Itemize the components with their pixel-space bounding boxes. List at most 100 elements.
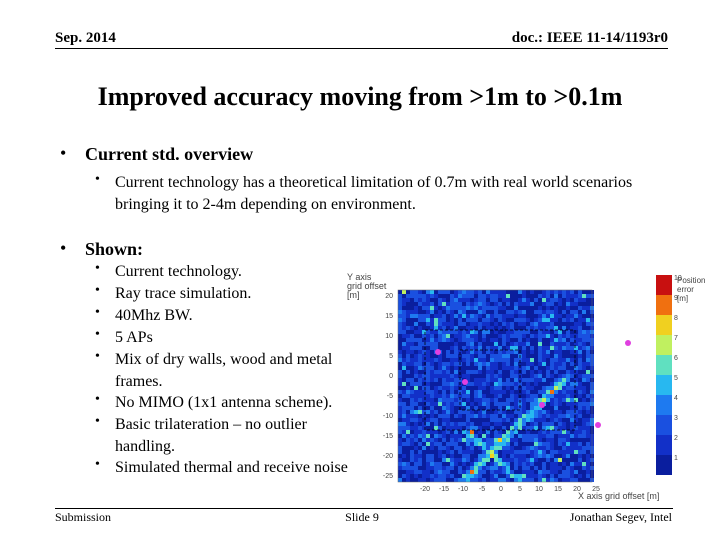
- heatmap-cell: [534, 298, 538, 302]
- heatmap-cell: [498, 394, 502, 398]
- heatmap-cell: [410, 402, 414, 406]
- heatmap-cell: [570, 326, 574, 330]
- heatmap-cell: [554, 358, 558, 362]
- heatmap-cell: [498, 414, 502, 418]
- heatmap-cell: [434, 342, 438, 346]
- heatmap-cell: [474, 386, 478, 390]
- heatmap-cell: [586, 330, 590, 334]
- heatmap-cell: [542, 318, 546, 322]
- heatmap-cell: [498, 346, 502, 350]
- heatmap-cell: [454, 414, 458, 418]
- heatmap-cell: [446, 474, 450, 478]
- heatmap-cell: [398, 454, 402, 458]
- heatmap-cell: [538, 342, 542, 346]
- heatmap-cell: [426, 294, 430, 298]
- heatmap-cell: [538, 346, 542, 350]
- heatmap-cell: [526, 298, 530, 302]
- heatmap-cell: [566, 290, 570, 294]
- heatmap-cell: [434, 394, 438, 398]
- heatmap-cell: [446, 366, 450, 370]
- heatmap-cell: [582, 410, 586, 414]
- heatmap-cell: [406, 422, 410, 426]
- heatmap-cell: [486, 374, 490, 378]
- heatmap-cell: [534, 354, 538, 358]
- heatmap-cell: [558, 382, 562, 386]
- heatmap-cell: [402, 354, 406, 358]
- heatmap-cell: [518, 298, 522, 302]
- heatmap-cell: [554, 426, 558, 430]
- heatmap-cell: [574, 354, 578, 358]
- heatmap-cell: [526, 406, 530, 410]
- heatmap-cell: [550, 330, 554, 334]
- heatmap-cell: [542, 338, 546, 342]
- heatmap-cell: [566, 478, 570, 482]
- heatmap-cell: [530, 434, 534, 438]
- heatmap-cell: [574, 346, 578, 350]
- heatmap-cell: [542, 450, 546, 454]
- heatmap-cell: [582, 370, 586, 374]
- heatmap-cell: [434, 306, 438, 310]
- colorbar-cell: [656, 360, 672, 365]
- heatmap-cell: [522, 354, 526, 358]
- heatmap-cell: [450, 350, 454, 354]
- heatmap-cell: [502, 314, 506, 318]
- heatmap-cell: [518, 402, 522, 406]
- heatmap-cell: [558, 394, 562, 398]
- heatmap-cell: [422, 470, 426, 474]
- heatmap-cell: [578, 342, 582, 346]
- heatmap-cell: [518, 322, 522, 326]
- heatmap-cell: [494, 362, 498, 366]
- heatmap-cell: [398, 306, 402, 310]
- heatmap-cell: [474, 470, 478, 474]
- heatmap-cell: [538, 394, 542, 398]
- heatmap-cell: [562, 426, 566, 430]
- heatmap-cell: [482, 430, 486, 434]
- heatmap-cell: [578, 426, 582, 430]
- heatmap-cell: [550, 366, 554, 370]
- heatmap-cell: [538, 350, 542, 354]
- heatmap-cell: [574, 422, 578, 426]
- heatmap-cell: [498, 422, 502, 426]
- heatmap-cell: [546, 390, 550, 394]
- heatmap-cell: [570, 294, 574, 298]
- heatmap-cell: [490, 414, 494, 418]
- heatmap-cell: [482, 414, 486, 418]
- heatmap-cell: [574, 306, 578, 310]
- heatmap-cell: [434, 454, 438, 458]
- heatmap-cell: [482, 362, 486, 366]
- heatmap-cell: [466, 462, 470, 466]
- heatmap-cell: [414, 342, 418, 346]
- heatmap-cell: [550, 374, 554, 378]
- heatmap-cell: [586, 366, 590, 370]
- heatmap-cell: [534, 450, 538, 454]
- heatmap-cell: [550, 350, 554, 354]
- heatmap-cell: [470, 462, 474, 466]
- heatmap-cell: [550, 378, 554, 382]
- heatmap-cell: [414, 378, 418, 382]
- heatmap-cell: [470, 290, 474, 294]
- heatmap-cell: [498, 478, 502, 482]
- heatmap-cell: [538, 362, 542, 366]
- heatmap-cell: [574, 370, 578, 374]
- heatmap-cell: [510, 334, 514, 338]
- heatmap-cell: [518, 302, 522, 306]
- heatmap-cell: [510, 450, 514, 454]
- heatmap-cell: [582, 414, 586, 418]
- heatmap-cell: [506, 450, 510, 454]
- heatmap-cell: [402, 426, 406, 430]
- heatmap-cell: [494, 314, 498, 318]
- heatmap-cell: [530, 358, 534, 362]
- heatmap-cell: [514, 306, 518, 310]
- heatmap-cell: [490, 310, 494, 314]
- heatmap-cell: [454, 450, 458, 454]
- heatmap-cell: [526, 326, 530, 330]
- heatmap-cell: [566, 342, 570, 346]
- heatmap-cell: [542, 358, 546, 362]
- heatmap-cell: [510, 354, 514, 358]
- heatmap-cell: [574, 302, 578, 306]
- heatmap-cell: [402, 358, 406, 362]
- heatmap-cell: [494, 306, 498, 310]
- heatmap-cell: [490, 434, 494, 438]
- heatmap-cell: [526, 394, 530, 398]
- heatmap-cell: [486, 450, 490, 454]
